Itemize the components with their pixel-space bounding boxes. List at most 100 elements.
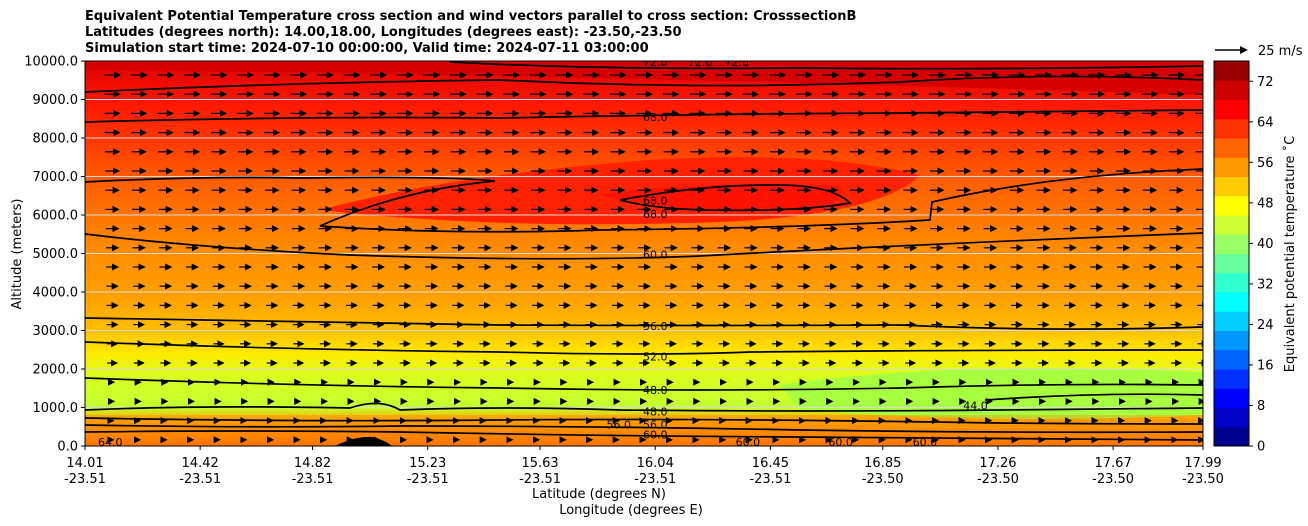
contour-label: 48.0 bbox=[643, 405, 668, 418]
x-tick-label-lon: -23.51 bbox=[407, 472, 449, 487]
y-tick-label: 9000.0 bbox=[33, 93, 79, 108]
colorbar-segment bbox=[1214, 61, 1249, 81]
colorbar-tick-label: 56 bbox=[1257, 156, 1274, 171]
contour-label: 60.0 bbox=[643, 428, 668, 441]
contour-label: 60.0 bbox=[828, 436, 853, 449]
colorbar-segment bbox=[1214, 157, 1249, 177]
x-tick-label-lat: 15.63 bbox=[521, 456, 558, 471]
x-tick-label-lon: -23.51 bbox=[64, 472, 106, 487]
colorbar-tick-label: 48 bbox=[1257, 196, 1274, 211]
y-tick-label: 1000.0 bbox=[33, 401, 79, 416]
contour-line-68-closed bbox=[619, 184, 852, 212]
x-tick-label-lat: 16.85 bbox=[864, 456, 901, 471]
x-tick-label-lat: 16.04 bbox=[637, 456, 674, 471]
contour-label: 68.0 bbox=[643, 194, 668, 207]
colorbar-segment bbox=[1214, 99, 1249, 120]
x-tick-label-lon: -23.50 bbox=[862, 472, 904, 487]
colorbar-tick-label: 16 bbox=[1257, 358, 1274, 373]
contour-label: 72.0 bbox=[643, 56, 668, 69]
contour-label: 44.0 bbox=[963, 400, 988, 413]
x-tick-label-lon: -23.51 bbox=[749, 472, 791, 487]
contour-label: 68.0 bbox=[643, 208, 668, 221]
wind-vectors bbox=[104, 71, 1203, 444]
contour-line-48b bbox=[85, 402, 1203, 412]
x-tick-label-lon: -23.51 bbox=[634, 472, 676, 487]
contour-label: 64.0 bbox=[98, 436, 123, 449]
colorbar-label: Equivalent potential temperature ˚C bbox=[1282, 136, 1298, 372]
y-tick-label: 6000.0 bbox=[33, 209, 79, 224]
contour-label: 56.0 bbox=[643, 320, 668, 333]
contour-label: 48.0 bbox=[643, 384, 668, 397]
colorbar-frame bbox=[1213, 60, 1250, 447]
x-tick-label-lat: 15.23 bbox=[409, 456, 446, 471]
contour-line-60 bbox=[85, 232, 1203, 260]
x-tick-label-lat: 17.26 bbox=[979, 456, 1016, 471]
wind-key: 25 m/s bbox=[1215, 44, 1303, 59]
y-tick-label: 0.0 bbox=[57, 440, 78, 455]
colorbar-segment bbox=[1214, 349, 1249, 370]
y-axis: 0.0 1000.0 2000.0 3000.0 4000.0 5000.0 6000.0 7… bbox=[24, 55, 85, 455]
plot-area: 68.068.068.060.056.052.048.048.056.060.0… bbox=[85, 56, 1203, 449]
colorbar-segment bbox=[1214, 330, 1249, 351]
y-tick-label: 2000.0 bbox=[33, 363, 79, 378]
gridlines bbox=[85, 99, 1203, 408]
colorbar: 0 8 16 24 32 40 48 56 64 72 bbox=[1213, 60, 1274, 455]
contour-label: 56.0 bbox=[606, 418, 631, 431]
colorbar-segment bbox=[1214, 407, 1249, 428]
contour-label: 60.0 bbox=[643, 248, 668, 261]
contour-line-48 bbox=[85, 377, 1203, 391]
contour-line-72b bbox=[85, 75, 1203, 93]
chart-title-line-1: Equivalent Potential Temperature cross s… bbox=[85, 9, 857, 24]
colorbar-segment bbox=[1214, 253, 1249, 274]
y-tick-label: 10000.0 bbox=[24, 55, 78, 70]
x-tick-label-lat: 14.82 bbox=[294, 456, 331, 471]
colorbar-segment bbox=[1214, 388, 1249, 408]
colorbar-segment bbox=[1214, 426, 1249, 447]
colorbar-segment bbox=[1214, 311, 1249, 331]
x-tick-label-lat: 14.01 bbox=[66, 456, 103, 471]
x-axis-label-lat: Latitude (degrees N) bbox=[532, 487, 666, 502]
colorbar-tick-label: 24 bbox=[1257, 318, 1274, 333]
contour-line-68-ring bbox=[85, 168, 1203, 233]
colorbar-tick-label: 8 bbox=[1257, 399, 1265, 414]
colorbar-tick-label: 0 bbox=[1257, 440, 1265, 455]
x-tick-label-lon: -23.50 bbox=[977, 472, 1019, 487]
x-tick-label-lat: 16.45 bbox=[752, 456, 789, 471]
contour-lines bbox=[85, 61, 1203, 441]
wind-key-label: 25 m/s bbox=[1258, 44, 1303, 59]
colorbar-segment bbox=[1214, 80, 1249, 100]
contour-label: 72.0 bbox=[724, 56, 749, 69]
contour-label: 72.0 bbox=[688, 56, 713, 69]
contour-line-72 bbox=[449, 61, 1203, 70]
x-tick-label-lat: 17.67 bbox=[1095, 456, 1132, 471]
y-tick-label: 8000.0 bbox=[33, 132, 79, 147]
x-axis: 14.01-23.5114.42-23.5114.82-23.5115.23-2… bbox=[64, 446, 1224, 487]
colorbar-segment bbox=[1214, 138, 1249, 158]
contour-label: 60.0 bbox=[913, 436, 938, 449]
colorbar-segment bbox=[1214, 176, 1249, 197]
wind-key-arrowhead bbox=[1240, 46, 1248, 54]
x-axis-label-lon: Longitude (degrees E) bbox=[559, 503, 703, 518]
colorbar-segment bbox=[1214, 195, 1249, 216]
contour-line-60b bbox=[85, 430, 1203, 441]
y-axis-label: Altitude (meters) bbox=[10, 199, 25, 310]
x-tick-label-lon: -23.51 bbox=[292, 472, 334, 487]
colorbar-segment bbox=[1214, 369, 1249, 389]
contour-label: 56.0 bbox=[643, 418, 668, 431]
colorbar-tick-label: 64 bbox=[1257, 115, 1274, 130]
contour-labels: 68.068.068.060.056.052.048.048.056.060.0… bbox=[98, 56, 988, 449]
contour-line-52 bbox=[85, 341, 1203, 355]
colorbar-segment bbox=[1214, 234, 1249, 254]
colorbar-segment bbox=[1214, 118, 1249, 139]
contour-line-68-upper bbox=[85, 109, 1203, 123]
chart-title-line-3: Simulation start time: 2024-07-10 00:00:… bbox=[85, 41, 649, 56]
y-tick-label: 4000.0 bbox=[33, 286, 79, 301]
x-tick-label-lon: -23.51 bbox=[519, 472, 561, 487]
x-tick-label-lat: 17.99 bbox=[1184, 456, 1221, 471]
contour-label: 60.0 bbox=[736, 436, 761, 449]
contour-label: 68.0 bbox=[643, 111, 668, 124]
x-tick-label-lon: -23.51 bbox=[179, 472, 221, 487]
contour-line-56b bbox=[85, 424, 1203, 434]
colorbar-tick-label: 32 bbox=[1257, 277, 1274, 292]
